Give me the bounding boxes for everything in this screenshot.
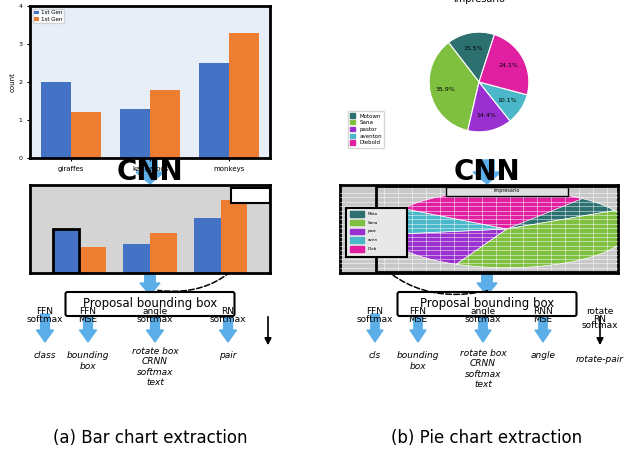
Bar [123,245,150,273]
Text: angle: angle [531,350,556,360]
Wedge shape [429,43,479,131]
Wedge shape [403,190,582,229]
Text: FFN: FFN [79,307,97,316]
Text: Moto: Moto [368,212,378,216]
Text: softmax: softmax [210,316,246,325]
Legend: Motown, Sana, pastor, aventon, Diebold: Motown, Sana, pastor, aventon, Diebold [348,111,384,147]
Text: 15.5%: 15.5% [463,46,483,51]
Polygon shape [477,275,497,295]
Text: angle: angle [470,307,495,316]
Text: FFN: FFN [36,307,54,316]
Text: RNN: RNN [533,307,553,316]
Text: rotate box
CRNN
softmax
text: rotate box CRNN softmax text [132,347,179,387]
Text: angle: angle [142,307,168,316]
Text: Proposal bounding box: Proposal bounding box [420,298,554,311]
Bar [41,82,71,158]
Bar [79,246,106,273]
Wedge shape [386,229,507,264]
Text: bounding
box: bounding box [397,351,439,371]
Text: softmax: softmax [137,316,173,325]
Polygon shape [535,314,551,342]
Text: class: class [34,350,56,360]
Text: 14.4%: 14.4% [477,113,497,118]
Text: softmax: softmax [465,316,501,325]
Bar [52,229,79,273]
Text: (b) Pie chart extraction: (b) Pie chart extraction [392,429,582,447]
Text: RN: RN [593,315,607,323]
Bar [194,218,221,273]
Text: 10.1%: 10.1% [497,98,517,103]
Bar [120,109,150,158]
Bar [349,246,364,252]
Wedge shape [507,190,614,229]
Bar [52,229,79,273]
Text: rotate: rotate [586,307,614,316]
FancyBboxPatch shape [65,292,234,316]
Bar [349,229,364,234]
Bar [346,208,407,257]
Polygon shape [475,314,491,342]
Bar [150,90,180,158]
Legend: 1st Gen, 1st Gen: 1st Gen, 1st Gen [33,9,63,23]
Text: (a) Bar chart extraction: (a) Bar chart extraction [52,429,247,447]
Bar [150,234,177,273]
Text: softmax: softmax [356,316,393,325]
Polygon shape [136,160,164,184]
Bar [445,187,568,196]
FancyBboxPatch shape [397,292,577,316]
Wedge shape [479,82,527,121]
Polygon shape [473,160,501,184]
Text: past: past [368,229,377,234]
Bar [349,211,364,217]
Text: cls: cls [369,350,381,360]
Wedge shape [468,82,510,132]
Wedge shape [456,211,629,268]
Bar [199,63,229,158]
Bar [229,33,259,158]
Text: Sana: Sana [368,221,378,225]
Text: MSE: MSE [408,316,428,325]
Wedge shape [449,32,495,82]
Polygon shape [367,314,383,342]
Bar [349,220,364,225]
Text: softmax: softmax [27,316,63,325]
Text: CNN: CNN [116,158,183,186]
Polygon shape [140,275,160,295]
Text: aven: aven [368,238,378,242]
Text: MSE: MSE [79,316,97,325]
Text: RN: RN [221,307,234,316]
Text: FFN: FFN [410,307,426,316]
Text: rotate box
CRNN
softmax
text: rotate box CRNN softmax text [460,349,506,389]
Bar [231,188,270,202]
Text: softmax: softmax [582,322,618,331]
Text: CNN: CNN [454,158,520,186]
Wedge shape [385,208,507,234]
Text: FFN: FFN [367,307,383,316]
Text: Dieb: Dieb [368,247,377,251]
Text: rotate-pair: rotate-pair [576,354,624,364]
Bar [221,201,248,273]
Polygon shape [220,314,237,342]
Text: 24.1%: 24.1% [499,63,518,68]
Wedge shape [479,35,529,95]
Polygon shape [36,314,54,342]
Text: MSE: MSE [533,316,552,325]
Bar [349,237,364,243]
Y-axis label: count: count [10,72,15,92]
Bar [71,112,101,158]
Title: impresario: impresario [453,0,505,4]
Text: impresario: impresario [493,188,520,193]
Text: Proposal bounding box: Proposal bounding box [83,298,217,311]
Polygon shape [410,314,426,342]
Polygon shape [147,314,163,342]
Text: bounding
box: bounding box [67,351,109,371]
Text: 35.9%: 35.9% [436,87,456,92]
Text: pair: pair [220,350,237,360]
Polygon shape [79,314,97,342]
